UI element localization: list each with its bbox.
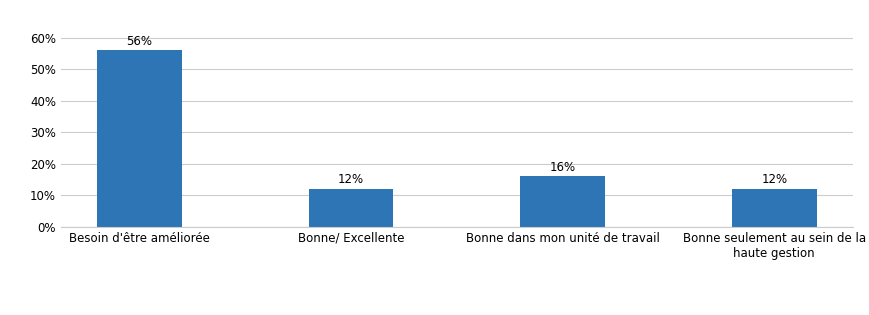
Bar	[520, 176, 604, 227]
Bar	[308, 189, 393, 227]
Text: 12%: 12%	[337, 174, 363, 186]
Bar	[731, 189, 816, 227]
Text: 56%: 56%	[126, 35, 152, 48]
Text: 12%: 12%	[760, 174, 786, 186]
Text: 16%: 16%	[549, 161, 575, 174]
Bar	[96, 50, 182, 227]
